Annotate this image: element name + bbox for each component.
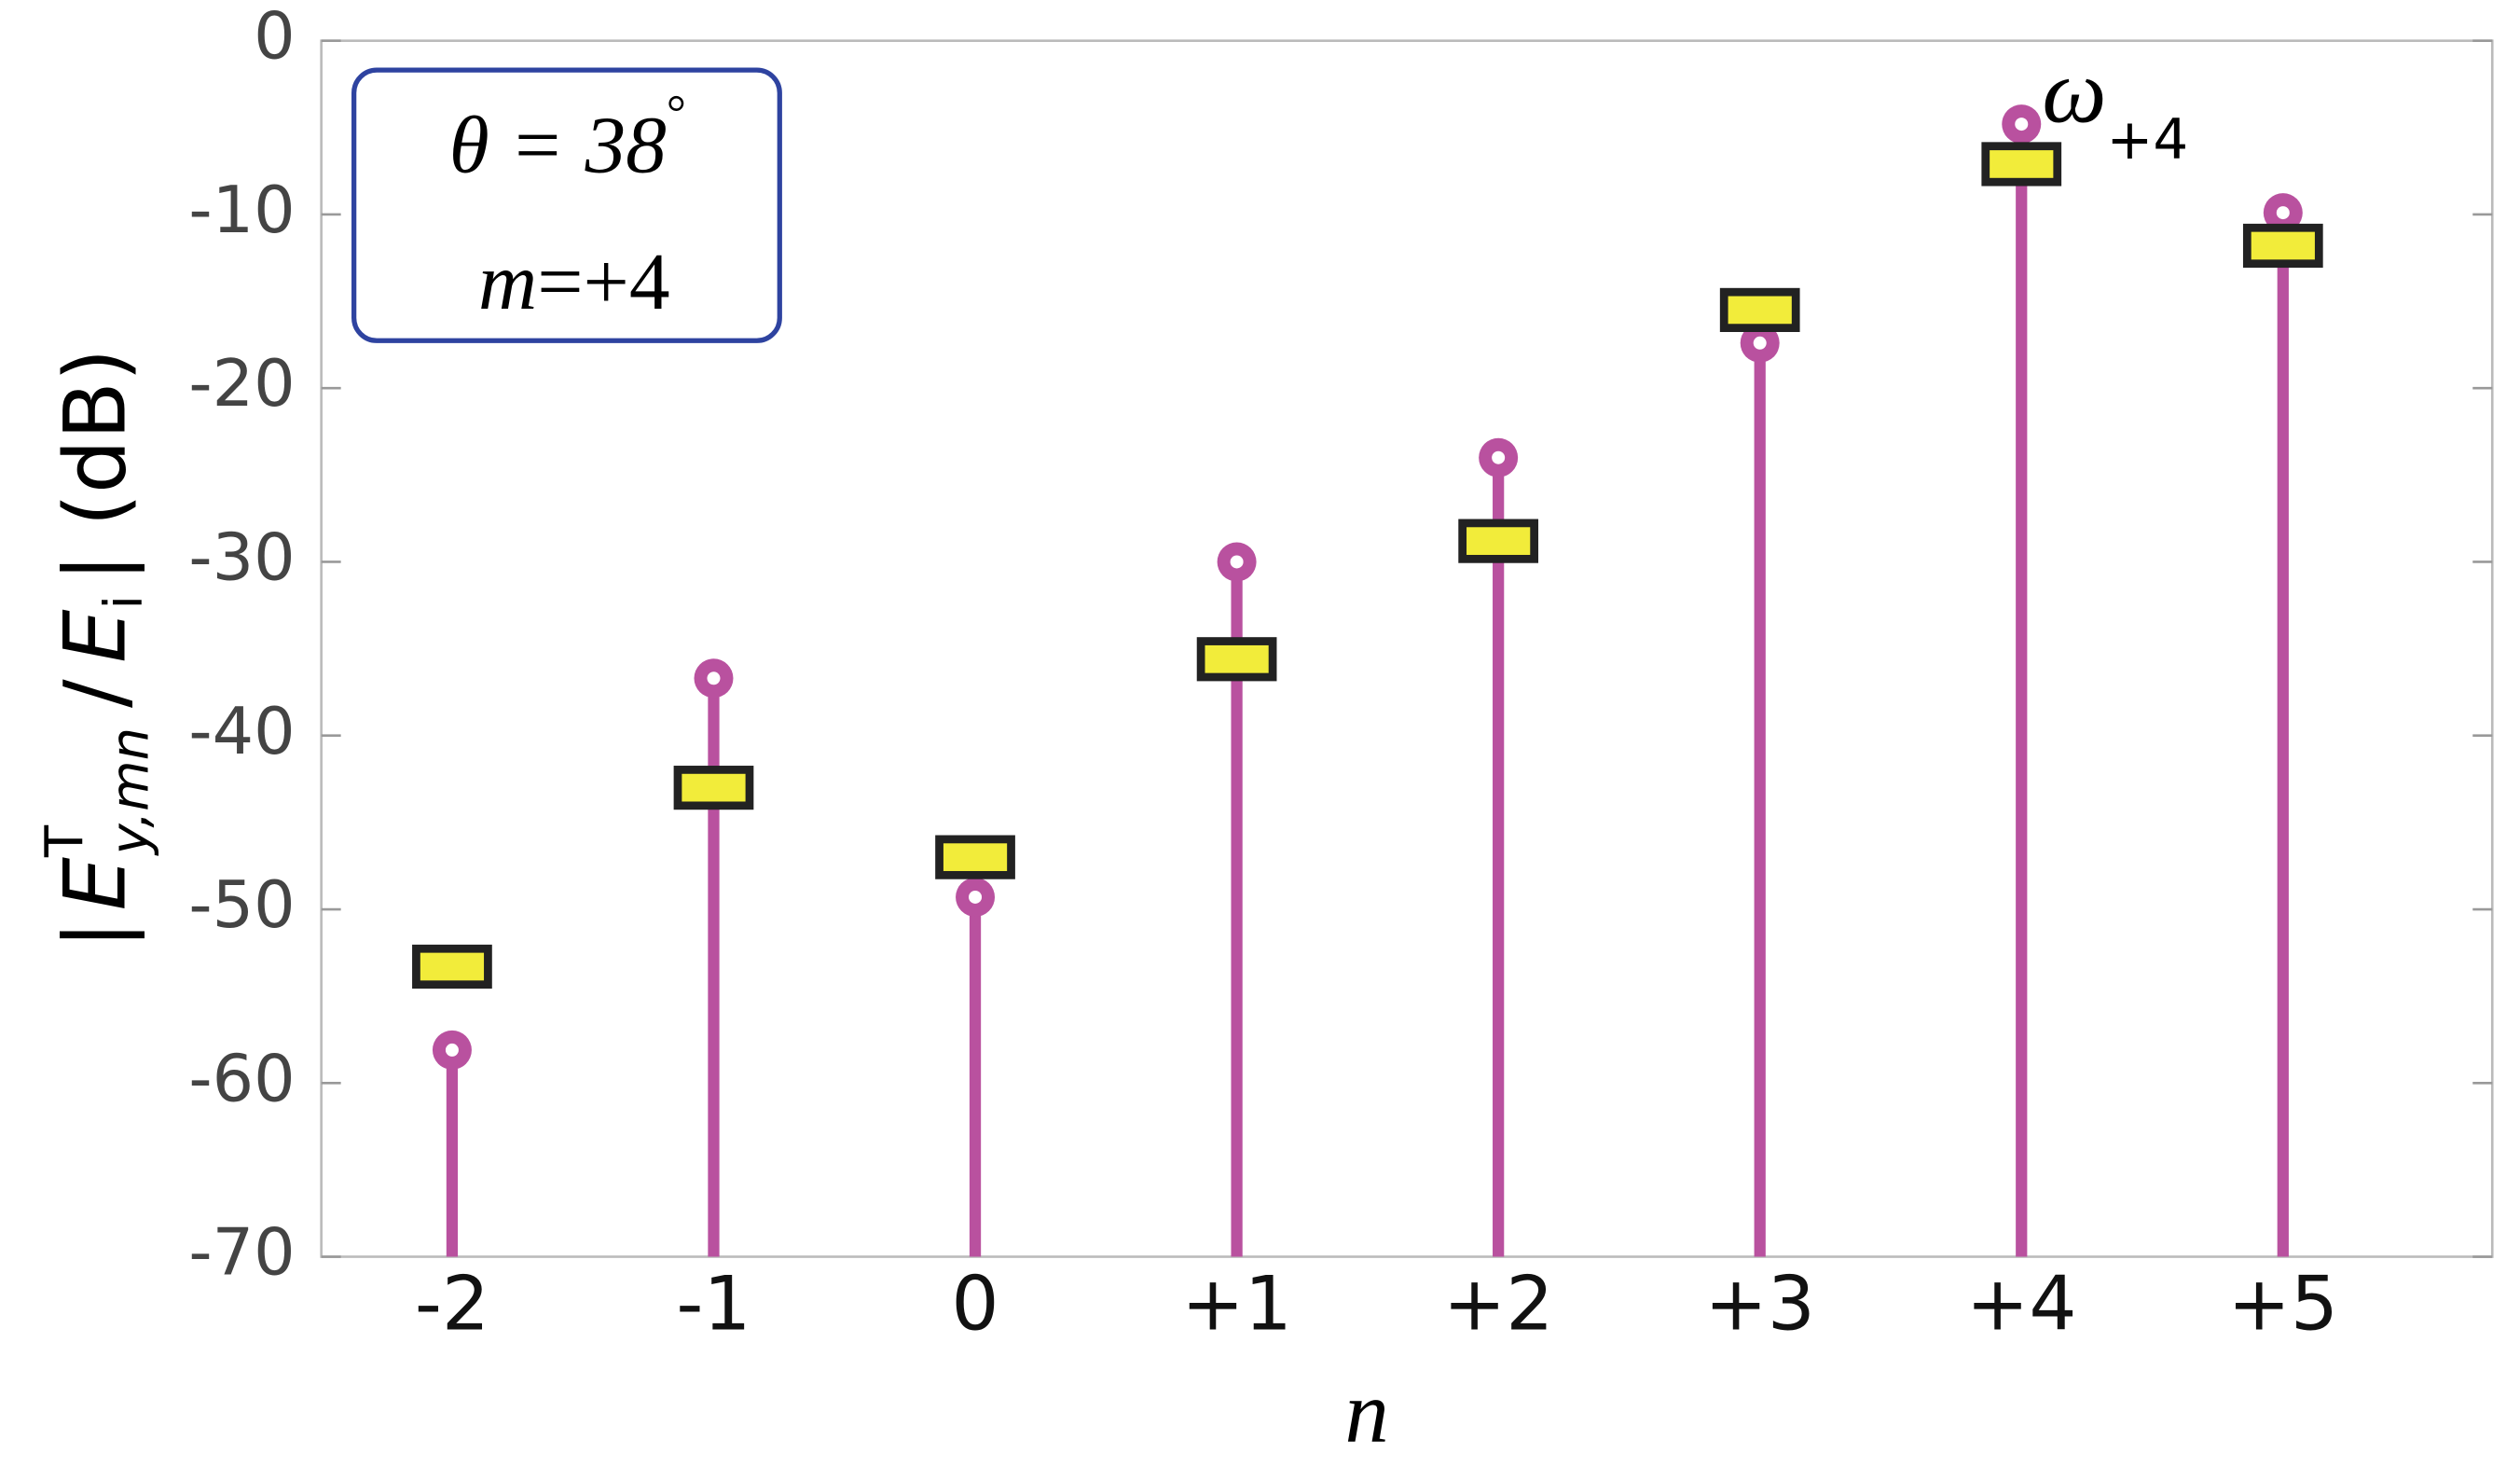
y-label-part: E [47,609,145,663]
x-axis-label: n [1344,1364,1388,1461]
annotation-box [351,67,782,343]
y-tick-label: -30 [188,520,295,596]
x-tick-label: +2 [1443,1259,1554,1347]
marker-dot [445,1043,459,1057]
y-label-part: / [47,679,145,708]
annotation: θ = 38° [449,86,686,189]
peak-omega: ω [2042,42,2106,143]
y-tick-label: -50 [188,867,295,943]
y-label-part: T [35,824,96,858]
marker-rect [412,944,492,990]
annotation: m=+4 [478,236,670,326]
marker-rect [935,835,1015,879]
annotation-m: m [478,236,537,326]
marker-rect [673,766,754,810]
x-tick-label: +5 [2228,1259,2339,1347]
y-label-part: | (dB) [47,349,145,582]
x-tick-label: 0 [951,1259,998,1347]
y-tick-label: -20 [188,346,295,422]
x-tick-label: +1 [1181,1259,1292,1347]
marker-dot [1230,555,1244,569]
marker-rect [1719,287,1800,332]
x-tick-label: -1 [676,1259,750,1347]
marker-dot [1492,450,1506,464]
y-axis-label: |ET y,mn/Ei| (dB) [35,349,161,949]
annotation-theta: θ = 38 [449,99,667,189]
peak-label: ω+4 [2042,42,2188,173]
marker-dot [2276,206,2290,220]
annotation-degree: ° [667,86,686,140]
x-tick-label: +3 [1704,1259,1815,1347]
y-tick-label: 0 [254,0,296,75]
marker-rect [1458,519,1539,563]
y-tick-label: -40 [188,694,295,769]
marker-dot [969,890,983,904]
peak-subscript: +4 [2107,108,2189,173]
y-label-part: E [47,857,145,911]
x-tick-label: -2 [415,1259,489,1347]
marker-dot [2015,118,2029,131]
marker-rect [1981,142,2062,187]
marker-dot [707,671,721,685]
marker-rect [1196,637,1277,682]
y-label-part: | [47,920,145,949]
y-label-part: y,mn [101,727,161,856]
y-tick-label: -60 [188,1041,295,1116]
marker-rect [2242,223,2323,269]
y-label-part: i [94,595,155,610]
y-tick-label: -10 [188,173,295,248]
annotation-m-value: =+4 [537,236,669,326]
marker-dot [1753,336,1767,350]
x-tick-label: +4 [1966,1259,2077,1347]
y-tick-label: -70 [188,1215,295,1291]
